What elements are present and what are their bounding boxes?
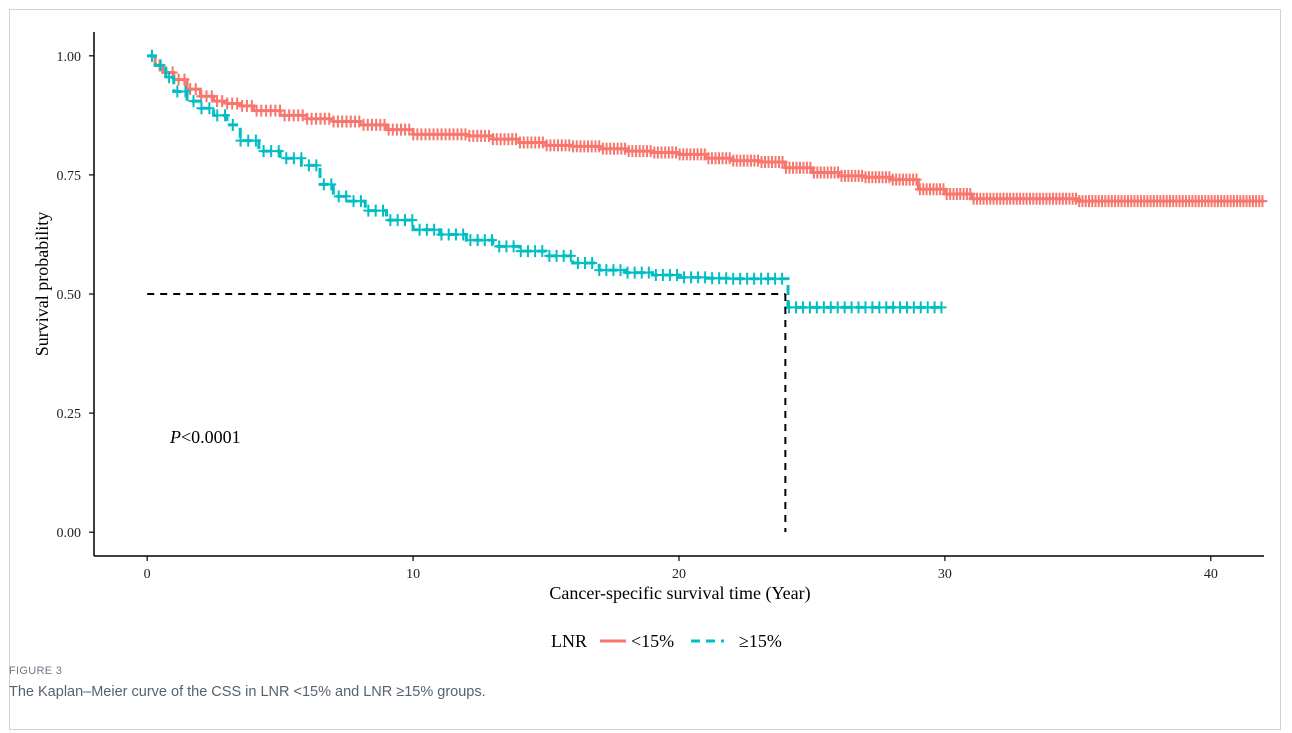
median-layer <box>147 293 787 533</box>
censor-mark-ge15 <box>615 264 626 277</box>
censor-mark-lt15 <box>179 73 190 86</box>
censor-mark-ge15 <box>355 195 366 208</box>
x-tick-label: 40 <box>1204 567 1218 582</box>
censor-mark-ge15 <box>180 85 191 98</box>
censor-mark-ge15 <box>146 49 157 62</box>
x-tick-label: 20 <box>672 567 686 582</box>
legend: LNR <15% ≥15% <box>551 631 782 651</box>
censor-mark-ge15 <box>936 301 947 314</box>
censor-mark-ge15 <box>458 228 469 241</box>
x-axis-label: Cancer-specific survival time (Year) <box>549 583 810 604</box>
censor-mark-ge15 <box>273 145 284 158</box>
censor-mark-ge15 <box>487 234 498 247</box>
censor-mark-ge15 <box>250 134 261 147</box>
p-value-symbol: P <box>169 427 181 447</box>
censor-mark-ge15 <box>671 268 682 281</box>
x-tick-label: 0 <box>144 567 151 582</box>
p-value-text: <0.0001 <box>181 427 241 447</box>
censor-mark-ge15 <box>227 118 238 131</box>
censor-mark-lt15 <box>1257 195 1268 208</box>
p-value-annotation: P<0.0001 <box>169 427 241 447</box>
censor-mark-ge15 <box>188 95 199 108</box>
censor-mark-ge15 <box>220 109 231 122</box>
series-layer <box>146 49 1268 314</box>
survival-curve-ge15 <box>147 54 945 309</box>
censor-mark-ge15 <box>537 245 548 258</box>
censor-mark-ge15 <box>296 152 307 165</box>
x-tick-label: 10 <box>406 567 420 582</box>
figure-label: FIGURE 3 <box>9 665 63 677</box>
km-chart: 0.00 0.25 0.50 0.75 1.00 0 10 20 30 40 Survival p… <box>32 32 1268 651</box>
censor-mark-ge15 <box>341 190 352 203</box>
survival-curve-lt15 <box>147 54 1264 203</box>
censor-mark-ge15 <box>164 71 175 84</box>
y-tick-label: 1.00 <box>57 50 82 65</box>
censor-mark-ge15 <box>429 223 440 236</box>
figure-frame <box>9 9 1281 730</box>
censor-mark-ge15 <box>378 204 389 217</box>
censor-mark-ge15 <box>777 272 788 285</box>
censor-mark-ge15 <box>204 102 215 115</box>
y-tick-label: 0.75 <box>57 169 82 184</box>
y-tick-label: 0.00 <box>57 526 82 541</box>
censor-mark-lt15 <box>324 112 335 125</box>
censor-mark-lt15 <box>190 83 201 96</box>
censor-mark-ge15 <box>508 240 519 253</box>
censor-mark-lt15 <box>206 90 217 103</box>
y-axis-label: Survival probability <box>32 212 52 356</box>
y-tick-label: 0.50 <box>57 288 82 303</box>
censor-mark-ge15 <box>407 214 418 227</box>
legend-label-ge15: ≥15% <box>739 631 782 651</box>
y-tick-label: 0.25 <box>57 407 82 422</box>
censor-mark-lt15 <box>232 97 243 110</box>
censor-mark-lt15 <box>217 95 228 108</box>
censor-mark-ge15 <box>587 257 598 270</box>
censor-mark-lt15 <box>911 173 922 186</box>
censor-mark-ge15 <box>155 59 166 72</box>
figure-caption: The Kaplan–Meier curve of the CSS in LNR… <box>9 684 486 700</box>
censor-mark-ge15 <box>643 266 654 279</box>
censor-mark-ge15 <box>311 159 322 172</box>
axes: 0.00 0.25 0.50 0.75 1.00 0 10 20 30 40 <box>57 32 1264 582</box>
legend-title: LNR <box>551 631 587 651</box>
x-tick-label: 30 <box>938 567 952 582</box>
legend-label-lt15: <15% <box>631 631 674 651</box>
censor-mark-ge15 <box>565 249 576 262</box>
censor-mark-ge15 <box>326 178 337 191</box>
